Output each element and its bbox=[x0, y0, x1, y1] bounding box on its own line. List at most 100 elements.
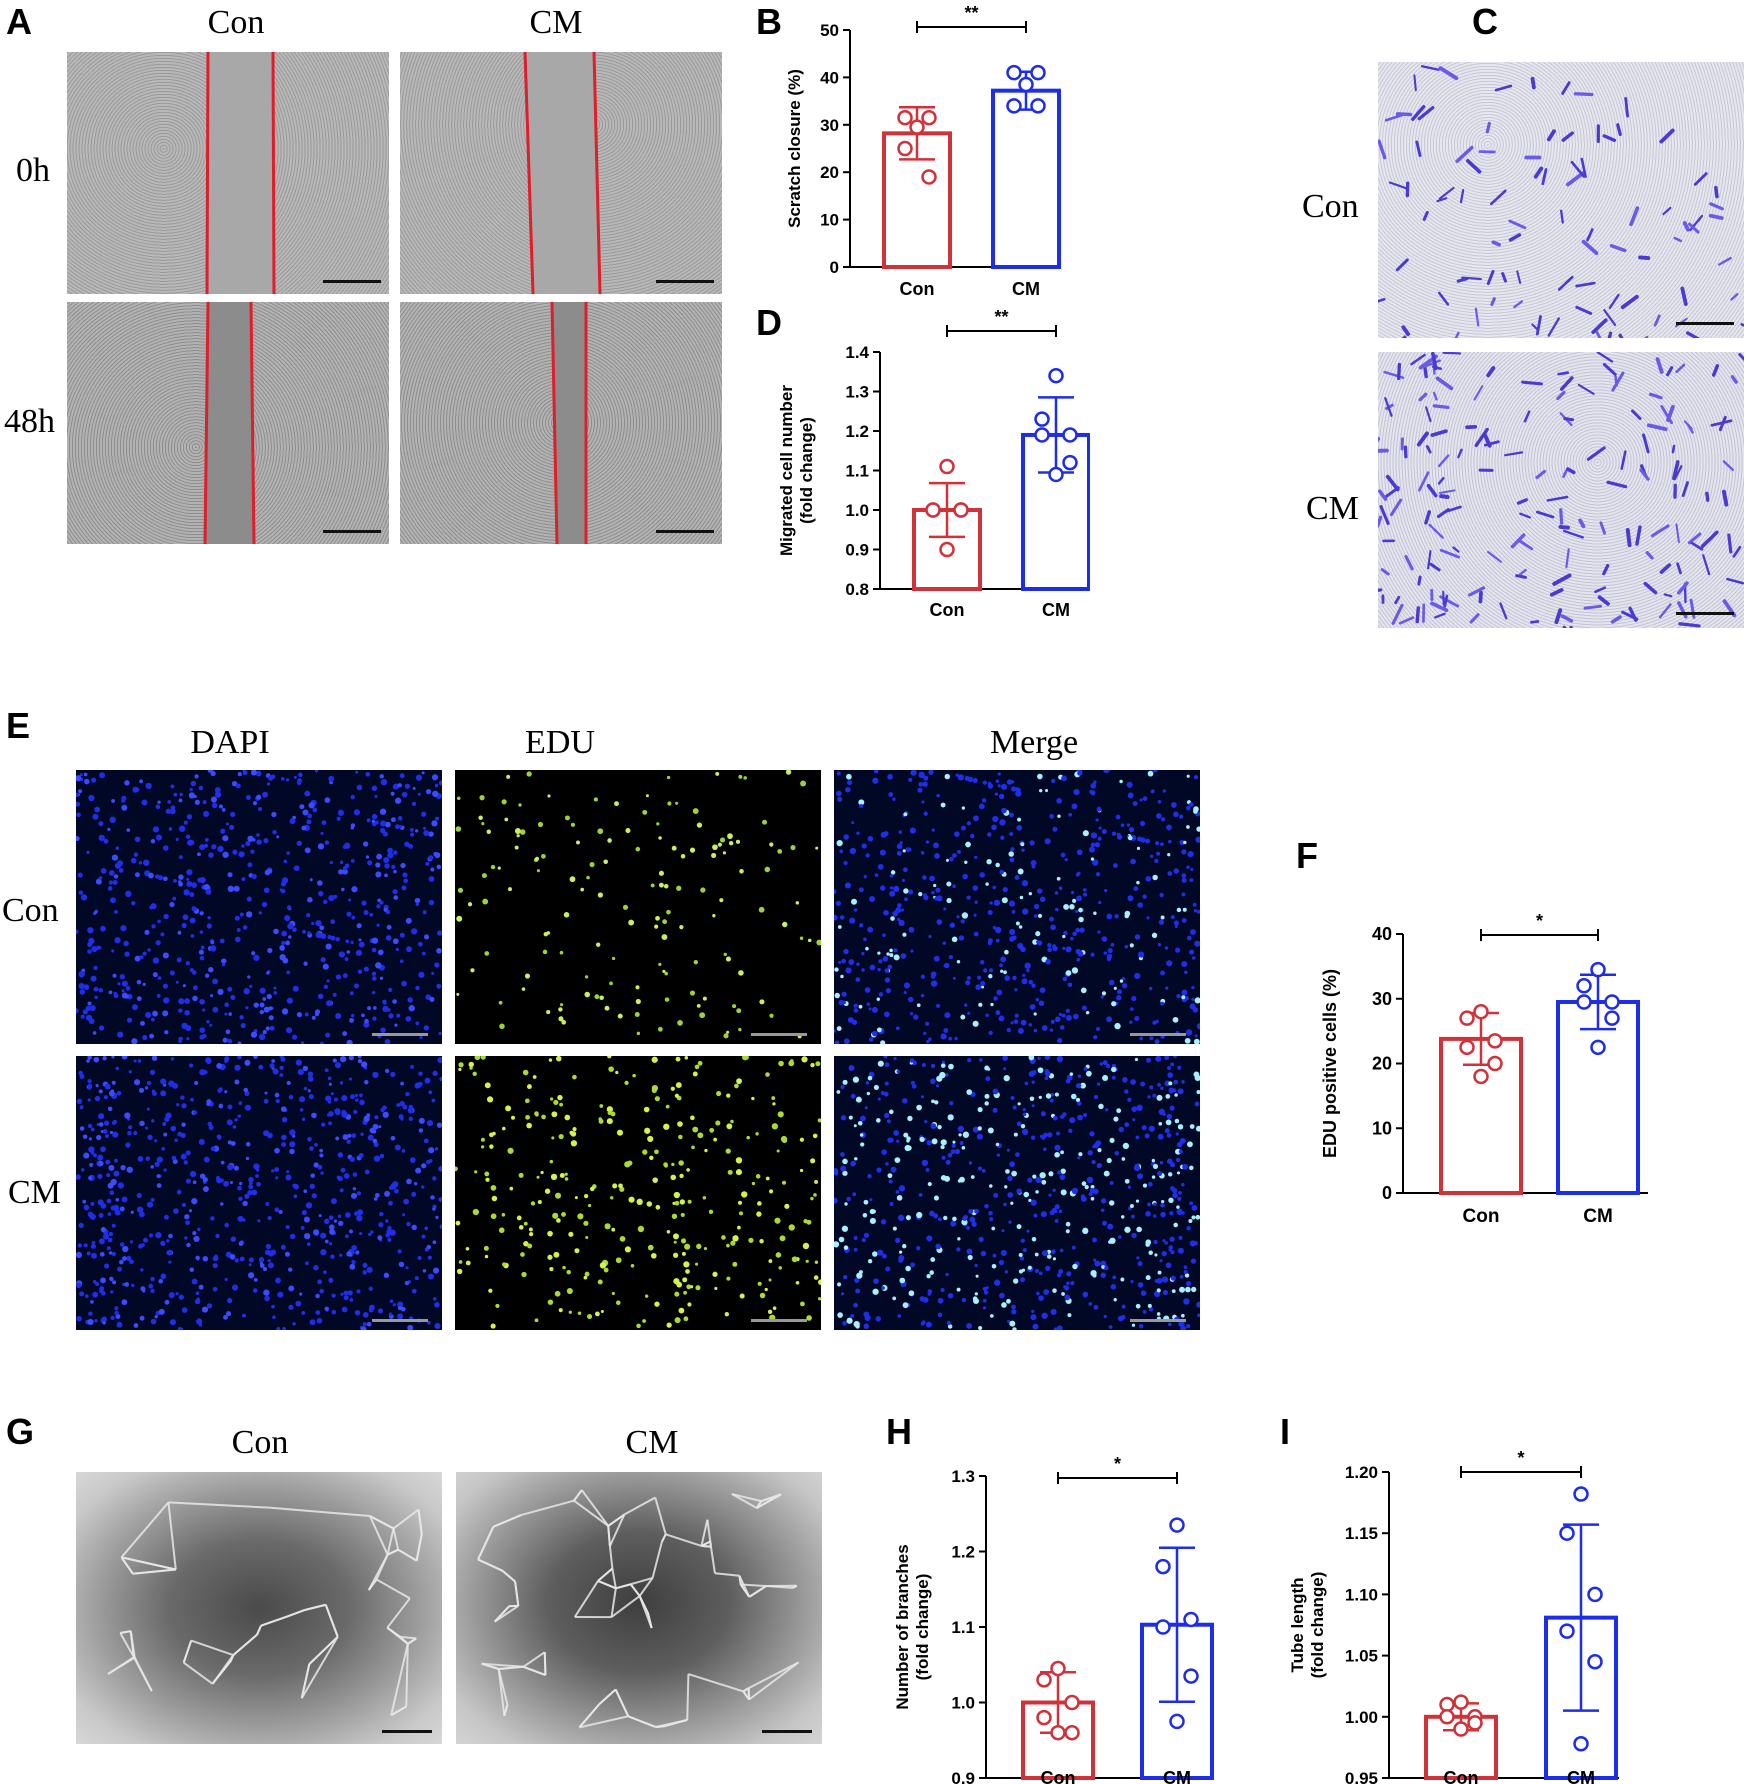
panel-c-row-label-con: Con bbox=[1302, 188, 1359, 225]
x-tick-label-cm: CM bbox=[1042, 600, 1070, 620]
panel-g-col-label-cm: CM bbox=[625, 1424, 679, 1461]
y-tick-label: 1.0 bbox=[951, 1694, 975, 1713]
data-point bbox=[953, 502, 969, 518]
y-tick-label: 0.8 bbox=[845, 580, 869, 599]
panel-letter-g: G bbox=[6, 1411, 35, 1452]
data-point bbox=[1559, 1623, 1575, 1639]
y-tick-label: 0 bbox=[830, 258, 839, 277]
tube-formation-image-cm bbox=[456, 1472, 822, 1744]
data-point bbox=[1576, 994, 1592, 1010]
panel-g-col-label-con: Con bbox=[231, 1424, 289, 1461]
transwell-image-con bbox=[1378, 62, 1744, 338]
fluorescence-edu-con bbox=[455, 770, 821, 1044]
y-axis-label-unit: (fold change) bbox=[1308, 1572, 1327, 1679]
y-tick-label: 30 bbox=[820, 116, 839, 135]
data-point bbox=[1036, 1709, 1052, 1726]
data-point bbox=[1487, 1033, 1503, 1049]
data-point bbox=[1064, 1724, 1080, 1741]
data-point bbox=[1559, 1525, 1575, 1541]
y-tick-label: 1.3 bbox=[951, 1467, 975, 1486]
data-point bbox=[1169, 1713, 1185, 1730]
data-point bbox=[1439, 1709, 1455, 1725]
bar-chart-h: 0.9 1.0 1.1 1.2 1.3 Number of branches (fold c… bbox=[893, 1454, 1214, 1784]
data-point bbox=[909, 119, 925, 135]
data-point bbox=[1006, 64, 1022, 81]
y-tick-label: 1.15 bbox=[1345, 1524, 1378, 1543]
scale-bar bbox=[1130, 1319, 1186, 1322]
data-point bbox=[921, 109, 937, 126]
data-point bbox=[1473, 1068, 1489, 1085]
x-tick-label-con: Con bbox=[930, 600, 965, 620]
scale-bar bbox=[762, 1730, 812, 1733]
y-axis-label: Migrated cell number bbox=[777, 385, 796, 556]
data-point bbox=[925, 502, 941, 518]
panel-letter-b: B bbox=[756, 1, 782, 42]
data-point bbox=[1590, 1039, 1606, 1056]
scale-bar bbox=[656, 280, 714, 283]
y-axis-label: Number of branches bbox=[893, 1544, 912, 1709]
scale-bar bbox=[372, 1319, 428, 1322]
y-tick-label: 0.9 bbox=[951, 1769, 975, 1784]
y-tick-label: 10 bbox=[1372, 1118, 1392, 1138]
x-tick-label-con: Con bbox=[1041, 1768, 1076, 1784]
data-point bbox=[1030, 64, 1046, 81]
data-point bbox=[1453, 1721, 1469, 1737]
significance-label: * bbox=[1114, 1454, 1121, 1474]
y-tick-label: 40 bbox=[820, 68, 839, 87]
y-tick-label: 1.4 bbox=[845, 343, 869, 362]
y-axis-label: Tube length bbox=[1288, 1577, 1307, 1672]
data-point bbox=[939, 458, 955, 475]
y-axis-label: EDU positive cells (%) bbox=[1320, 969, 1340, 1158]
y-tick-label: 20 bbox=[1372, 1054, 1392, 1074]
y-tick-label: 1.0 bbox=[845, 501, 869, 520]
bar-cm bbox=[991, 88, 1061, 269]
bar-cm bbox=[1556, 999, 1640, 1195]
scale-bar bbox=[751, 1319, 807, 1322]
scratch-image-cm-48h bbox=[400, 302, 722, 544]
y-tick-label: 30 bbox=[1372, 989, 1392, 1009]
panel-e-col-label-merge: Merge bbox=[989, 724, 1079, 761]
y-tick-label: 10 bbox=[820, 211, 839, 230]
panel-e-col-label-edu: EDU bbox=[525, 724, 595, 761]
panel-a-col-label-cm: CM bbox=[529, 4, 583, 41]
data-point bbox=[1467, 1715, 1483, 1731]
data-point bbox=[1576, 978, 1592, 994]
data-point bbox=[1034, 411, 1050, 427]
y-tick-label: 1.20 bbox=[1345, 1463, 1378, 1482]
y-tick-label: 0 bbox=[1382, 1183, 1392, 1203]
fluorescence-edu-cm bbox=[455, 1056, 821, 1330]
data-point bbox=[1604, 1010, 1620, 1026]
scratch-image-cm-0h bbox=[400, 52, 722, 294]
data-point bbox=[1062, 427, 1078, 443]
data-point bbox=[1573, 1486, 1589, 1502]
tube-formation-image-con bbox=[76, 1472, 442, 1744]
data-point bbox=[1155, 1619, 1171, 1635]
data-point bbox=[1453, 1694, 1469, 1710]
scratch-image-con-0h bbox=[67, 52, 389, 294]
data-point bbox=[1487, 1055, 1503, 1072]
scale-bar bbox=[1676, 322, 1734, 325]
data-point bbox=[897, 109, 913, 126]
data-point bbox=[897, 140, 913, 157]
y-tick-label: 20 bbox=[820, 163, 839, 182]
data-point bbox=[1155, 1558, 1171, 1575]
fluorescence-dapi-con bbox=[76, 770, 442, 1044]
y-tick-label: 1.2 bbox=[951, 1543, 975, 1562]
transwell-image-cm bbox=[1378, 352, 1744, 628]
data-point bbox=[1459, 1039, 1475, 1056]
x-tick-label-con: Con bbox=[1463, 1206, 1500, 1227]
fluorescence-merge-con bbox=[834, 770, 1200, 1044]
panel-letter-c: C bbox=[1472, 1, 1498, 42]
panel-letter-h: H bbox=[886, 1411, 912, 1452]
data-point bbox=[1050, 1660, 1066, 1677]
panel-e-row-label-con: Con bbox=[2, 892, 59, 929]
y-axis-label-unit: (fold change) bbox=[913, 1574, 932, 1681]
x-tick-label-cm: CM bbox=[1163, 1768, 1191, 1784]
data-point bbox=[1048, 466, 1064, 483]
panel-e-row-label-cm: CM bbox=[8, 1174, 61, 1211]
y-tick-label: 1.00 bbox=[1345, 1708, 1378, 1727]
data-point bbox=[1587, 1586, 1603, 1603]
data-point bbox=[1050, 1724, 1066, 1741]
panel-e-col-label-dapi: DAPI bbox=[190, 724, 270, 761]
data-point bbox=[1064, 1694, 1080, 1711]
